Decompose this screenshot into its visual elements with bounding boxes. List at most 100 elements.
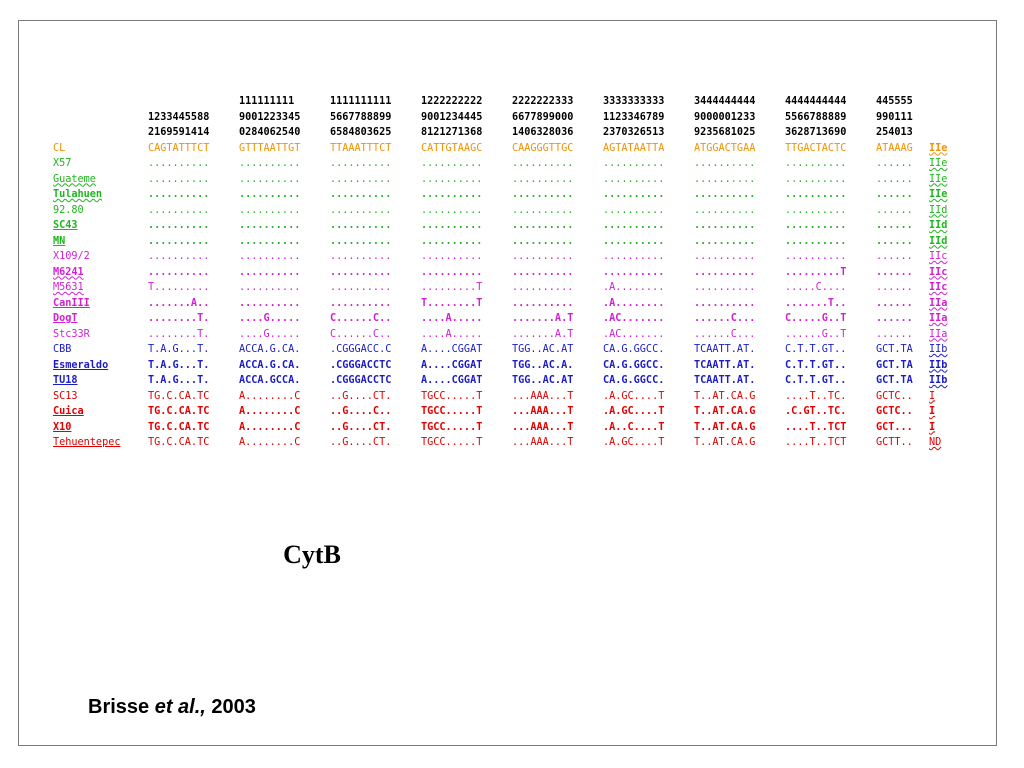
- sequence-block: ....A.....: [421, 328, 483, 340]
- strain-name: M6241: [53, 266, 84, 278]
- sequence-block: CAAGGGTTGC: [512, 142, 574, 154]
- sequence-block: ....A.....: [421, 313, 483, 324]
- sequence-block: ......: [876, 282, 913, 293]
- sequence-block: T..AT.CA.G: [694, 406, 756, 417]
- sequence-block: A....CGGAT: [421, 344, 483, 355]
- sequence-block: .......A.T: [512, 313, 574, 324]
- sequence-block: A........C: [239, 437, 301, 448]
- sequence-block: ..........: [239, 189, 301, 200]
- strain-name: X10: [53, 421, 72, 433]
- sequence-block: A........C: [239, 406, 301, 417]
- sequence-block: ..........: [421, 173, 483, 185]
- sequence-block: ..........: [239, 251, 301, 262]
- sequence-block: ..........: [603, 189, 665, 200]
- sequence-block: .A........: [603, 297, 665, 309]
- sequence-block: T.A.G...T.: [148, 375, 210, 386]
- position-number-block: 2370326513: [603, 127, 665, 138]
- sequence-block: ..........: [421, 266, 483, 278]
- sequence-block: ..........: [239, 173, 301, 185]
- position-number-block: 1123346789: [603, 111, 665, 123]
- position-number-block: 3333333333: [603, 96, 665, 107]
- sequence-block: ACCA.G.CA.: [239, 344, 301, 355]
- strain-name: 92.80: [53, 204, 84, 216]
- sequence-block: ..........: [239, 204, 301, 216]
- sequence-block: T.A.G...T.: [148, 359, 210, 371]
- sequence-block: ..........: [694, 158, 756, 169]
- sequence-block: T..AT.CA.G: [694, 421, 756, 433]
- position-number-block: 1233445588: [148, 111, 210, 123]
- lineage-tag: IIa: [929, 313, 948, 324]
- lineage-tag: IId: [929, 235, 948, 247]
- sequence-block: ..G....CT.: [330, 421, 392, 433]
- position-number-block: 1111111111: [330, 96, 392, 107]
- lineage-tag: IIb: [929, 344, 948, 355]
- sequence-block: ..........: [603, 173, 665, 185]
- sequence-block: ......G..T: [785, 328, 847, 340]
- sequence-block: ..G....C..: [330, 406, 392, 417]
- sequence-block: ..........: [694, 297, 756, 309]
- sequence-block: ACCA.GCCA.: [239, 375, 301, 386]
- sequence-block: ..........: [694, 173, 756, 185]
- lineage-tag: IIe: [929, 142, 948, 154]
- sequence-block: .....C....: [785, 282, 847, 293]
- position-number-block: 6677899000: [512, 111, 574, 123]
- sequence-block: ..........: [330, 235, 392, 247]
- sequence-block: ......: [876, 251, 913, 262]
- sequence-block: ..........: [512, 266, 574, 278]
- sequence-block: C.T.T.GT..: [785, 344, 847, 355]
- position-number-block: 9000001233: [694, 111, 756, 123]
- sequence-block: A....CGGAT: [421, 375, 483, 386]
- sequence-block: .AC.......: [603, 328, 665, 340]
- position-number-block: 1406328036: [512, 127, 574, 138]
- sequence-block: ..........: [330, 266, 392, 278]
- lineage-tag: IIb: [929, 359, 948, 371]
- sequence-block: ..........: [421, 158, 483, 169]
- sequence-block: ....T..TC.: [785, 390, 847, 402]
- position-number-block: 445555: [876, 96, 913, 107]
- sequence-block: ..........: [421, 251, 483, 262]
- sequence-block: TCAATT.AT.: [694, 359, 756, 371]
- sequence-block: TG.C.CA.TC: [148, 437, 210, 448]
- sequence-block: ........T.: [148, 313, 210, 324]
- sequence-block: ..........: [512, 158, 574, 169]
- sequence-block: CA.G.GGCC.: [603, 344, 665, 355]
- sequence-block: ......: [876, 204, 913, 216]
- sequence-block: GCTC..: [876, 390, 913, 402]
- sequence-block: .A..C....T: [603, 421, 665, 433]
- sequence-block: TCAATT.AT.: [694, 344, 756, 355]
- sequence-block: ACCA.G.CA.: [239, 359, 301, 371]
- sequence-block: ......: [876, 297, 913, 309]
- sequence-block: ATGGACTGAA: [694, 142, 756, 154]
- sequence-block: AGTATAATTA: [603, 142, 665, 154]
- sequence-block: ..........: [785, 158, 847, 169]
- position-number-block: 0284062540: [239, 127, 301, 138]
- sequence-block: GCT.TA: [876, 375, 913, 386]
- sequence-block: ....G.....: [239, 313, 301, 324]
- sequence-block: ........T.: [148, 328, 210, 340]
- sequence-block: ......: [876, 189, 913, 200]
- position-number-block: 9001234445: [421, 111, 483, 123]
- sequence-block: ..........: [603, 266, 665, 278]
- sequence-block: ..........: [239, 235, 301, 247]
- lineage-tag: I: [929, 406, 936, 417]
- sequence-block: ....T..TCT: [785, 421, 847, 433]
- sequence-block: .......A..: [148, 297, 210, 309]
- sequence-block: .A.GC....T: [603, 406, 665, 417]
- sequence-block: ..G....CT.: [330, 390, 392, 402]
- sequence-block: ..........: [694, 189, 756, 200]
- sequence-block: .CGGGACC.C: [330, 344, 392, 355]
- sequence-block: ...AAA...T: [512, 390, 574, 402]
- sequence-block: ..........: [421, 204, 483, 216]
- gene-title: CytB: [283, 540, 341, 569]
- sequence-block: TGCC.....T: [421, 437, 483, 448]
- sequence-block: TGCC.....T: [421, 421, 483, 433]
- sequence-block: TCAATT.AT.: [694, 375, 756, 386]
- strain-name: SC13: [53, 390, 78, 402]
- sequence-block: .........T: [421, 282, 483, 293]
- sequence-block: ..........: [148, 220, 210, 231]
- lineage-tag: IIe: [929, 158, 948, 169]
- sequence-block: ......: [876, 266, 913, 278]
- sequence-block: .AC.......: [603, 313, 665, 324]
- strain-name: DogT: [53, 313, 78, 324]
- sequence-block: .......A.T: [512, 328, 574, 340]
